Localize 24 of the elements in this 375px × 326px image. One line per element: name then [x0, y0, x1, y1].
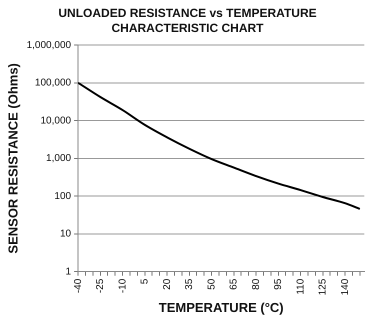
x-tick-label: 20: [162, 278, 173, 290]
y-tick-label: 100,000: [34, 78, 72, 89]
x-tick-label: -25: [95, 278, 106, 294]
x-axis-title: TEMPERATURE (°C): [158, 300, 284, 315]
x-tick-label: 65: [228, 278, 240, 290]
x-tick-label: -10: [117, 278, 128, 294]
x-tick-label: 95: [273, 278, 284, 290]
y-tick-label: 10: [60, 228, 72, 240]
x-tick-label: 5: [140, 278, 151, 284]
chart-title: UNLOADED RESISTANCE vs TEMPERATURE CHARACTERISTIC CHART: [57, 6, 318, 36]
x-tick-label: 50: [206, 278, 218, 290]
x-tick-label: 110: [295, 278, 306, 295]
x-tick-label: 125: [318, 278, 329, 296]
x-tick-label: 80: [250, 278, 262, 290]
line-series: [78, 82, 361, 210]
y-tick-label: 1,000: [46, 153, 72, 164]
y-tick-label: 1: [66, 266, 72, 278]
x-tick-label: 140: [340, 278, 351, 296]
y-axis-title: SENSOR RESISTANCE (Ohms): [5, 63, 20, 254]
x-tick-label: 35: [184, 278, 196, 290]
x-tick-label: -40: [72, 278, 84, 294]
y-tick-label: 1,000,000: [26, 40, 72, 51]
y-tick-label: 10,000: [40, 115, 72, 126]
y-tick-label: 100: [54, 190, 72, 202]
